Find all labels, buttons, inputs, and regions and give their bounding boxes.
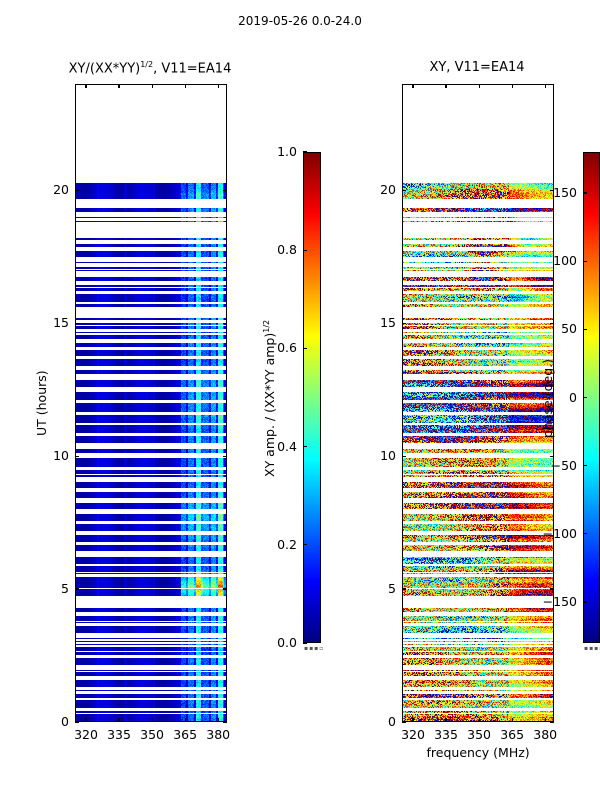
- panel-title-amplitude-ratio: XY/(XX*YY)1/2, V11=EA14: [68, 60, 232, 77]
- y-tick-label-phase-3: 15: [380, 315, 396, 331]
- y-tickmark-phase-0: [402, 721, 406, 723]
- cb-tick-label-phase-4: 50: [561, 321, 577, 337]
- cb-tick-label-phase-5: 100: [553, 253, 577, 269]
- y-tickmark-right-phase-4: [550, 189, 554, 191]
- x-tick-label-phase-0: 320: [401, 727, 425, 742]
- x-tickmark-phase-1: [445, 718, 447, 722]
- y-tick-label-amplitude-ratio-3: 15: [53, 315, 69, 331]
- y-tick-label-amplitude-ratio-4: 20: [53, 182, 69, 198]
- y-tickmark-phase-3: [402, 322, 406, 324]
- y-tickmark-amplitude-ratio-3: [75, 322, 79, 324]
- y-tickmark-right-amplitude-ratio-2: [223, 455, 227, 457]
- x-tickmark-top-phase-2: [478, 84, 480, 88]
- x-tickmark-phase-4: [544, 718, 546, 722]
- y-tickmark-amplitude-ratio-4: [75, 189, 79, 191]
- cb-tick-label-amplitude-ratio-1: 0.2: [277, 536, 297, 552]
- plot-phase[interactable]: [402, 84, 554, 722]
- x-tickmark-amplitude-ratio-4: [217, 718, 219, 722]
- x-tick-label-phase-1: 335: [434, 727, 458, 742]
- x-tickmark-top-amplitude-ratio-0: [85, 84, 87, 88]
- x-tickmark-phase-0: [412, 718, 414, 722]
- panel-title-phase: XY, V11=EA14: [429, 60, 525, 75]
- x-tickmark-top-phase-3: [511, 84, 513, 88]
- cb-tickmark-amplitude-ratio-1: [303, 544, 307, 546]
- cb-tickmark-amplitude-ratio-4: [303, 249, 307, 251]
- x-tickmark-top-phase-0: [412, 84, 414, 88]
- x-tickmark-top-amplitude-ratio-4: [217, 84, 219, 88]
- x-tickmark-top-amplitude-ratio-2: [151, 84, 153, 88]
- cb-tickmark-phase-2: [583, 465, 587, 467]
- cb-tick-label-phase-0: −150: [542, 594, 577, 610]
- figure-suptitle: 2019-05-26 0.0-24.0: [238, 14, 362, 28]
- y-tickmark-right-phase-1: [550, 588, 554, 590]
- cb-tick-label-amplitude-ratio-4: 0.8: [277, 242, 297, 258]
- x-tick-label-amplitude-ratio-2: 350: [140, 727, 165, 742]
- colorbar-extend-stub-right: ▪▪▪▫: [584, 645, 600, 652]
- cb-tick-label-phase-3: 0: [569, 389, 577, 405]
- y-tickmark-right-amplitude-ratio-3: [223, 322, 227, 324]
- y-tick-label-phase-0: 0: [388, 714, 396, 729]
- x-tick-label-phase-2: 350: [467, 727, 492, 742]
- y-tickmark-right-amplitude-ratio-1: [223, 588, 227, 590]
- y-tickmark-right-phase-0: [550, 721, 554, 723]
- x-tickmark-amplitude-ratio-1: [118, 718, 120, 722]
- y-tickmark-right-amplitude-ratio-4: [223, 189, 227, 191]
- x-tick-label-phase-3: 365: [500, 727, 525, 742]
- cb-tickmark-phase-0: [583, 601, 587, 603]
- x-tickmark-phase-3: [511, 718, 513, 722]
- x-tick-label-phase-4: 380: [533, 727, 558, 742]
- cb-tick-label-amplitude-ratio-5: 1.0: [277, 144, 297, 159]
- cb-tickmark-phase-3: [583, 396, 587, 399]
- y-tick-label-phase-1: 5: [388, 581, 396, 597]
- x-tick-label-amplitude-ratio-3: 365: [173, 727, 198, 742]
- y-tickmark-amplitude-ratio-1: [75, 588, 79, 590]
- x-tickmark-top-amplitude-ratio-3: [184, 84, 186, 88]
- cb-tick-label-amplitude-ratio-2: 0.4: [277, 438, 297, 454]
- colorbar-amplitude-ratio: [303, 152, 321, 643]
- x-tickmark-top-amplitude-ratio-1: [118, 84, 120, 88]
- cb-tick-label-amplitude-ratio-0: 0.0: [277, 635, 297, 650]
- y-tick-label-amplitude-ratio-1: 5: [61, 581, 69, 597]
- x-tick-label-amplitude-ratio-0: 320: [74, 727, 98, 742]
- y-tick-label-amplitude-ratio-2: 10: [53, 448, 69, 464]
- y-tick-label-amplitude-ratio-0: 0: [61, 714, 69, 729]
- y-tickmark-amplitude-ratio-0: [75, 721, 79, 723]
- cb-tick-label-phase-2: −50: [550, 457, 577, 473]
- cb-tickmark-amplitude-ratio-0: [303, 642, 307, 644]
- x-tickmark-amplitude-ratio-2: [151, 718, 153, 722]
- x-tick-label-amplitude-ratio-4: 380: [206, 727, 231, 742]
- y-tick-label-phase-4: 20: [380, 182, 396, 198]
- x-axis-label: frequency (MHz): [426, 745, 530, 760]
- cb-tickmark-amplitude-ratio-3: [303, 347, 307, 349]
- y-axis-label-left: UT (hours): [34, 370, 49, 436]
- cb-tick-label-phase-6: 150: [553, 184, 577, 200]
- cb-tickmark-phase-1: [583, 533, 587, 535]
- x-tickmark-amplitude-ratio-0: [85, 718, 87, 722]
- y-tickmark-right-phase-3: [550, 322, 554, 324]
- x-tick-label-amplitude-ratio-1: 335: [107, 727, 131, 742]
- x-tickmark-amplitude-ratio-3: [184, 718, 186, 722]
- y-tickmark-amplitude-ratio-2: [75, 455, 79, 457]
- x-tickmark-top-phase-4: [544, 84, 546, 88]
- cb-tickmark-phase-5: [583, 260, 587, 262]
- y-tickmark-right-phase-2: [550, 455, 554, 457]
- cb-tickmark-amplitude-ratio-5: [303, 151, 307, 153]
- cb-tick-label-phase-1: −100: [542, 525, 577, 541]
- y-tickmark-phase-1: [402, 588, 406, 590]
- colorbar-extend-stub-left: ▪▪▪▫: [304, 645, 325, 652]
- y-tick-label-phase-2: 10: [380, 448, 396, 464]
- y-tickmark-right-amplitude-ratio-0: [223, 721, 227, 723]
- y-tickmark-phase-2: [402, 455, 406, 457]
- cb-tickmark-phase-4: [583, 328, 587, 330]
- cb-tickmark-amplitude-ratio-2: [303, 446, 307, 448]
- cb-tickmark-phase-6: [583, 192, 587, 194]
- cb-tick-label-amplitude-ratio-3: 0.6: [277, 340, 297, 356]
- x-tickmark-phase-2: [478, 718, 480, 722]
- x-tickmark-top-phase-1: [445, 84, 447, 88]
- plot-amplitude-ratio[interactable]: [75, 84, 227, 722]
- y-tickmark-phase-4: [402, 189, 406, 191]
